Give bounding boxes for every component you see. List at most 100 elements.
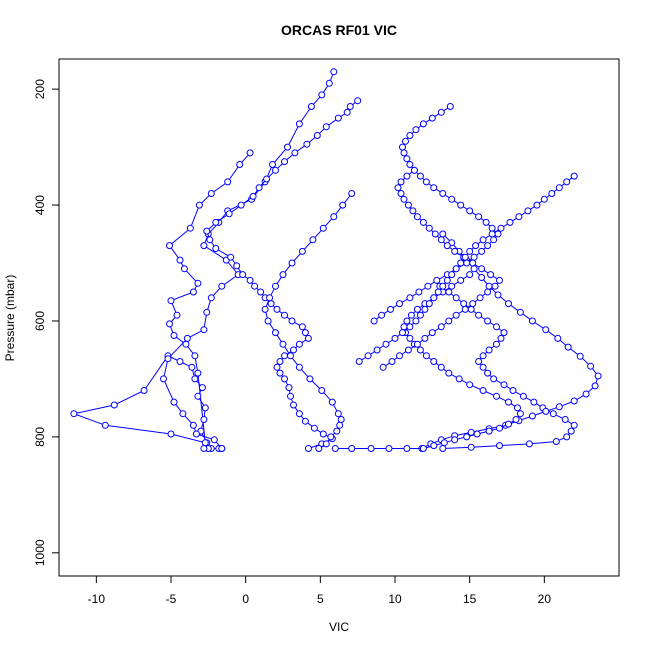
data-point (110, 401, 118, 409)
data-point (437, 236, 445, 244)
data-point (524, 207, 532, 215)
chart-title: ORCAS RF01 VIC (281, 22, 397, 38)
data-point (391, 334, 399, 342)
data-point (452, 265, 460, 273)
data-point (406, 294, 414, 302)
data-point (355, 358, 363, 365)
data-point (236, 161, 244, 168)
data-point (467, 443, 475, 451)
data-point (542, 326, 550, 334)
data-point (490, 375, 498, 383)
data-point (354, 97, 362, 105)
data-point (491, 282, 499, 290)
data-point (267, 300, 275, 308)
data-point (191, 352, 199, 360)
data-point (273, 305, 281, 313)
data-point (505, 420, 512, 428)
data-point (460, 300, 468, 308)
series-line (72, 152, 251, 449)
data-point (203, 308, 211, 316)
data-point (206, 236, 214, 244)
series-2 (160, 68, 338, 452)
data-point (514, 404, 521, 412)
data-point (406, 334, 414, 342)
data-point (201, 404, 209, 412)
data-point (319, 430, 327, 438)
x-tick-label: 20 (538, 592, 552, 606)
data-point (322, 440, 330, 448)
data-point (298, 247, 306, 255)
x-tick-label: 5 (317, 592, 324, 606)
data-point (451, 436, 459, 444)
series-5 (436, 282, 578, 452)
data-point (412, 317, 420, 325)
data-point (327, 433, 335, 441)
data-point (446, 103, 454, 110)
data-point (516, 410, 524, 418)
data-point (279, 271, 287, 279)
data-point (422, 352, 430, 360)
data-point (195, 201, 203, 209)
data-point (413, 305, 421, 313)
data-point (403, 172, 411, 180)
data-point (291, 149, 299, 157)
data-point (484, 317, 492, 325)
data-point (433, 276, 441, 284)
data-point (469, 300, 477, 308)
data-point (475, 358, 483, 365)
plot-frame (58, 58, 620, 577)
x-tick-label: 15 (463, 592, 477, 606)
data-point (466, 271, 474, 279)
data-point (246, 276, 254, 284)
data-point (331, 445, 339, 452)
data-point (430, 358, 438, 365)
data-point (494, 291, 502, 299)
data-point (295, 340, 303, 348)
data-point (452, 294, 460, 302)
data-point (478, 247, 486, 255)
data-point (346, 103, 354, 110)
data-point (167, 297, 175, 305)
data-point (322, 123, 330, 131)
data-point (485, 427, 493, 435)
data-point (430, 442, 438, 450)
data-point (239, 271, 247, 279)
data-point (281, 375, 288, 383)
data-point (466, 381, 474, 389)
data-point (448, 271, 456, 279)
data-point (304, 334, 312, 342)
data-point (570, 172, 578, 180)
data-point (576, 352, 584, 360)
data-point (70, 410, 78, 418)
data-point (336, 421, 344, 429)
y-tick-label: 1000 (33, 539, 47, 566)
data-point (403, 155, 411, 163)
data-point (563, 433, 571, 441)
data-point (461, 253, 469, 261)
data-point (484, 369, 492, 377)
data-point (337, 416, 345, 423)
data-point (303, 140, 311, 148)
data-point (554, 334, 562, 342)
data-point (413, 213, 421, 221)
data-point (225, 210, 233, 218)
data-point (439, 445, 447, 452)
data-point (430, 184, 438, 192)
data-point (479, 387, 487, 394)
data-point (561, 416, 569, 423)
data-point (505, 300, 512, 308)
data-point (485, 282, 493, 290)
data-point (421, 334, 429, 342)
data-point (279, 340, 287, 348)
data-point (475, 311, 483, 319)
data-point (397, 190, 405, 197)
data-point (200, 326, 208, 334)
data-point (272, 329, 279, 337)
data-point (287, 352, 294, 360)
data-point (255, 184, 263, 192)
x-axis-label: VIC (329, 620, 349, 634)
data-point (328, 398, 336, 406)
data-point (484, 242, 492, 250)
data-point (198, 384, 206, 392)
